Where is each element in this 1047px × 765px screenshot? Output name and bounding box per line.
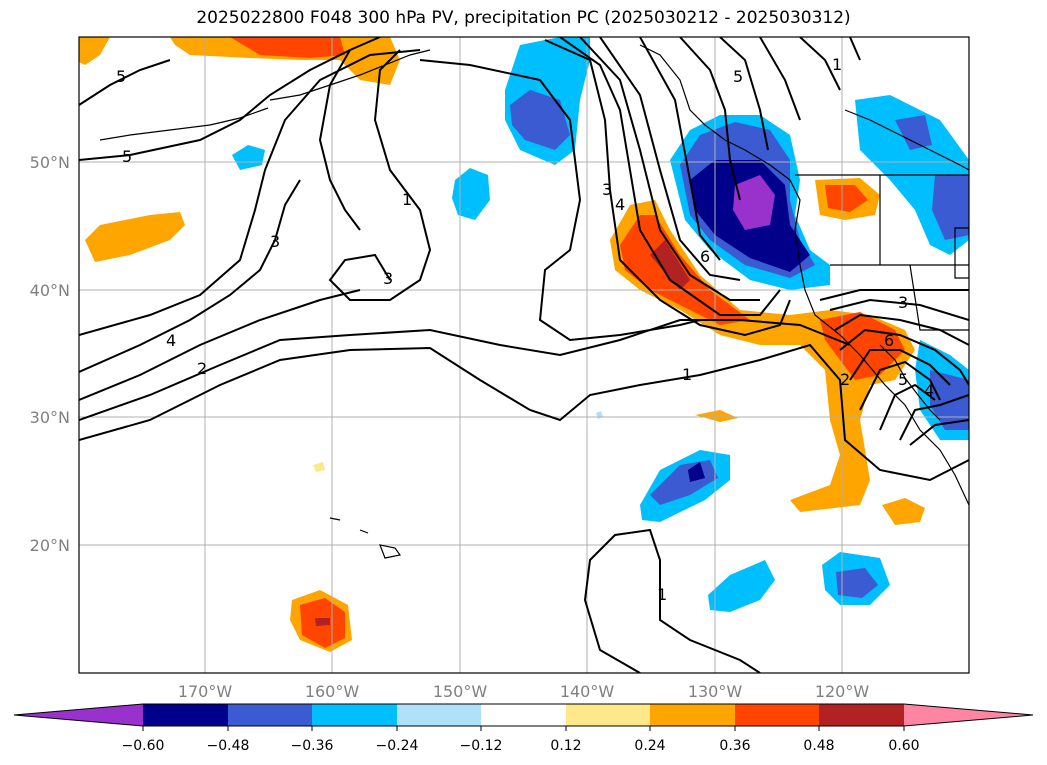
colorbar-tick-label: 0.24 [634,738,665,754]
negative-anomaly-shading [232,37,969,612]
colorbar-tick-label: −0.12 [460,738,503,754]
colorbar-swatch [735,704,819,726]
contour-label: 3 [383,269,393,288]
contour-label: 5 [898,370,908,389]
contour-label: 3 [602,180,612,199]
colorbar-tick-label: 0.12 [550,738,581,754]
gridlines [79,37,969,673]
contour-label: 4 [166,331,176,350]
colorbar-swatch [481,704,566,726]
contour-label: 4 [924,381,934,400]
lon-label-130w: 130°W [688,682,743,701]
colorbar-extend-left [14,704,143,726]
contour-label: 3 [898,293,908,312]
colorbar-swatch [819,704,904,726]
contour-label-group: 5 5 3 4 2 3 1 3 4 5 1 6 1 3 6 2 5 4 1 [116,55,934,604]
colorbar-tick-label: 0.48 [803,738,834,754]
colorbar-tick-label: 0.36 [719,738,750,754]
colorbar-swatch [312,704,397,726]
longitude-labels: 170°W 160°W 150°W 140°W 130°W 120°W [178,682,870,701]
colorbar-tick-label: −0.24 [376,738,419,754]
contour-label: 3 [270,232,280,251]
contour-label: 5 [733,67,743,86]
map-frame [78,36,970,674]
lat-label-40n: 40°N [30,281,70,300]
positive-anomaly-shading [79,37,925,652]
contour-label: 6 [700,247,710,266]
contour-label: 5 [122,147,132,166]
lat-label-30n: 30°N [30,408,70,427]
colorbar-tick-label: 0.60 [888,738,919,754]
contour-label: 5 [116,67,126,86]
lon-label-170w: 170°W [178,682,233,701]
pv-contours [79,37,969,673]
colorbar-tick-label: −0.36 [291,738,334,754]
lon-label-140w: 140°W [560,682,615,701]
contour-label: 2 [197,359,207,378]
contour-label: 1 [832,55,842,74]
colorbar-tick-label: −0.48 [207,738,250,754]
lon-label-150w: 150°W [433,682,488,701]
contour-label: 4 [615,195,625,214]
contour-label: 1 [402,190,412,209]
lat-label-20n: 20°N [30,536,70,555]
latitude-labels: 50°N 40°N 30°N 20°N [30,153,70,555]
lon-label-120w: 120°W [815,682,870,701]
colorbar-swatch [397,704,481,726]
lon-label-160w: 160°W [305,682,360,701]
chart-title: 2025022800 F048 300 hPa PV, precipitatio… [196,8,851,28]
contour-label: 6 [884,331,894,350]
colorbar-swatch [566,704,650,726]
contour-label: 2 [840,370,850,389]
colorbar-swatch [650,704,735,726]
colorbar-extend-right [904,704,1033,726]
colorbar-swatch [143,704,228,726]
colorbar: −0.60 −0.48 −0.36 −0.24 −0.12 0.12 0.24 … [13,703,1034,754]
colorbar-swatch [228,704,312,726]
contour-label: 1 [657,585,667,604]
contour-label: 1 [682,365,692,384]
colorbar-tick-label: −0.60 [122,738,165,754]
lat-label-50n: 50°N [30,153,70,172]
